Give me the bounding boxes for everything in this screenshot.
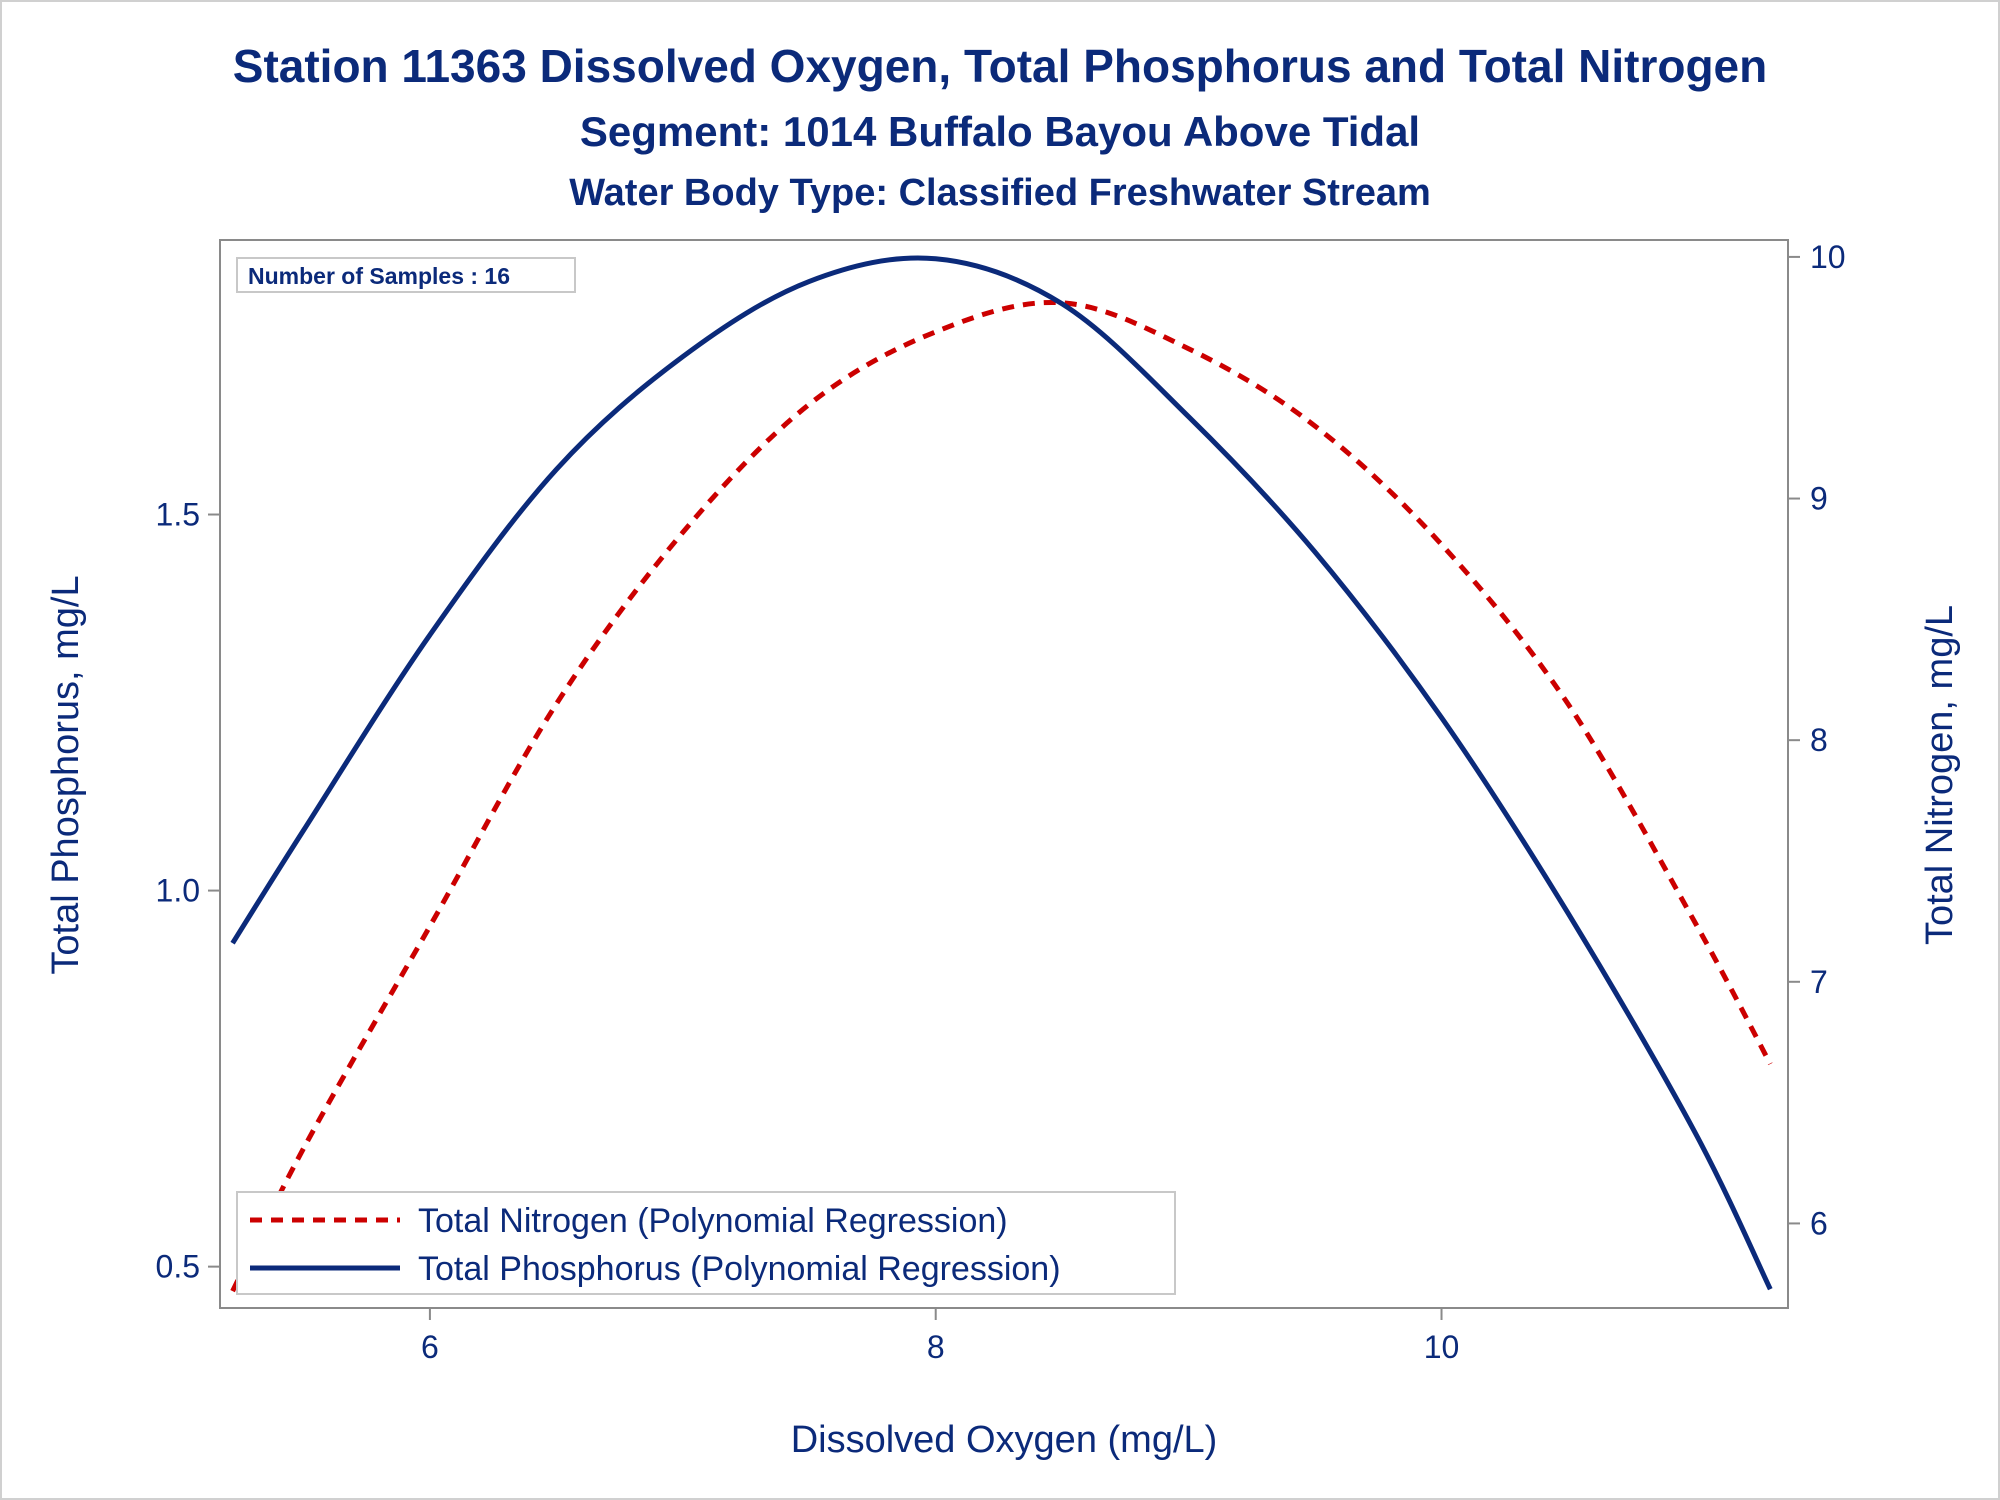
y-left-tick-label: 1.0 [156,873,200,909]
ticks-layer: 6 8 10 0.5 1.0 1.5 6 7 8 9 10 [156,239,1846,1365]
x-axis-label: Dissolved Oxygen (mg/L) [791,1419,1218,1461]
chart-subtitle-2: Water Body Type: Classified Freshwater S… [569,172,1431,214]
y-right-tick-label: 6 [1810,1205,1828,1241]
y-right-tick-label: 10 [1810,239,1846,275]
legend-label-phosphorus: Total Phosphorus (Polynomial Regression) [418,1250,1061,1288]
x-tick-label: 8 [927,1329,945,1365]
y-axis-label-right: Total Nitrogen, mg/L [1919,605,1961,945]
y-axis-label-left: Total Phosphorus, mg/L [45,575,87,974]
legend: Total Nitrogen (Polynomial Regression) T… [236,1191,1176,1295]
y-left-tick-label: 0.5 [156,1249,200,1285]
legend-label-nitrogen: Total Nitrogen (Polynomial Regression) [418,1202,1008,1240]
y-right-tick-label: 9 [1810,481,1828,517]
sample-count-frame [236,257,576,293]
y-left-tick-label: 1.5 [156,497,200,533]
sample-count-box: Number of Samples : 16 [236,257,576,293]
sample-count-text: Number of Samples : 16 [248,263,510,289]
legend-frame [236,1191,1176,1295]
x-tick-label: 6 [421,1329,439,1365]
series-layer [230,255,1773,1293]
x-tick-label: 10 [1424,1329,1460,1365]
y-right-tick-label: 8 [1810,722,1828,758]
plot-area [219,239,1789,1309]
chart-title: Station 11363 Dissolved Oxygen, Total Ph… [233,40,1767,92]
nitrogen-series-line [230,299,1773,1293]
y-right-tick-label: 7 [1810,964,1828,1000]
phosphorus-series-line [230,255,1773,1291]
chart-subtitle: Segment: 1014 Buffalo Bayou Above Tidal [580,108,1420,155]
